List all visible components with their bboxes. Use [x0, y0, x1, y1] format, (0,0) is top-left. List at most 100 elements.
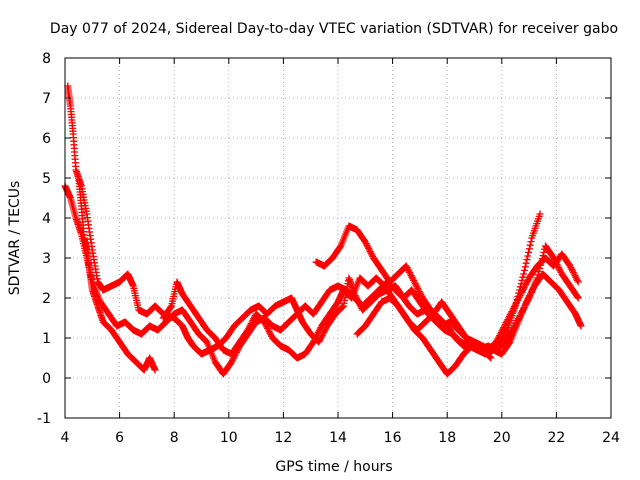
- data-point: [416, 289, 424, 297]
- data-point: [572, 273, 580, 281]
- data-point: [244, 326, 252, 334]
- data-point: [552, 259, 560, 267]
- data-point: [361, 238, 369, 246]
- data-point: [250, 315, 258, 323]
- data-point: [260, 318, 268, 326]
- data-point: [555, 265, 563, 273]
- data-point: [496, 332, 504, 340]
- x-tick-label: 12: [274, 430, 292, 446]
- data-point: [522, 280, 530, 288]
- data-point: [523, 299, 531, 307]
- data-point: [525, 248, 533, 256]
- data-point: [574, 294, 582, 302]
- series-track-4: [159, 274, 495, 362]
- data-point: [573, 276, 581, 284]
- data-point: [365, 246, 373, 254]
- data-point: [519, 285, 527, 293]
- data-point: [574, 278, 582, 286]
- x-tick-label: 4: [61, 430, 70, 446]
- data-point: [513, 318, 521, 326]
- data-point: [264, 326, 272, 334]
- data-point: [523, 297, 531, 305]
- data-point: [493, 336, 501, 344]
- series-track-2: [61, 182, 585, 378]
- data-point: [503, 317, 511, 325]
- data-point: [512, 320, 520, 328]
- data-point: [551, 257, 559, 265]
- data-point: [412, 281, 420, 289]
- data-point: [516, 292, 524, 300]
- data-point: [505, 312, 513, 320]
- data-point: [262, 321, 270, 329]
- data-point: [524, 252, 532, 260]
- data-point: [403, 264, 411, 272]
- series-track-1: [64, 82, 544, 358]
- data-point: [514, 295, 522, 303]
- data-point: [261, 320, 269, 328]
- y-tick-label: 1: [42, 331, 51, 347]
- data-point: [228, 356, 236, 364]
- data-point: [498, 327, 506, 335]
- data-point: [228, 358, 236, 366]
- data-point: [414, 284, 422, 292]
- data-point: [311, 335, 319, 343]
- data-point: [520, 270, 528, 278]
- x-tick-label: 6: [115, 430, 124, 446]
- data-point: [511, 321, 519, 329]
- data-point: [368, 251, 376, 259]
- data-point: [167, 303, 175, 311]
- data-point: [313, 332, 321, 340]
- data-point: [514, 296, 522, 304]
- data-point: [312, 333, 320, 341]
- data-point: [364, 243, 372, 251]
- data-point: [246, 323, 254, 331]
- data-point: [550, 254, 558, 262]
- data-point: [520, 266, 528, 274]
- data-point: [404, 265, 412, 273]
- data-point: [201, 336, 209, 344]
- data-point: [521, 282, 529, 290]
- y-tick-labels: -1 0 1 2 3 4 5 6 7 8: [37, 51, 51, 427]
- data-point: [520, 284, 528, 292]
- data-point: [519, 307, 527, 315]
- data-point: [405, 267, 413, 275]
- y-tick-label: 6: [42, 131, 51, 147]
- chart-title: Day 077 of 2024, Sidereal Day-to-day VTE…: [50, 21, 618, 37]
- x-tick-label: 14: [329, 430, 347, 446]
- data-point: [266, 329, 274, 337]
- data-point: [406, 270, 414, 278]
- data-point: [569, 267, 577, 275]
- data-point: [499, 325, 507, 333]
- x-axis-label: GPS time / hours: [275, 459, 392, 475]
- data-marks: [61, 82, 585, 378]
- data-point: [407, 272, 415, 280]
- data-point: [508, 308, 516, 316]
- x-tick-label: 10: [220, 430, 238, 446]
- data-point: [314, 330, 322, 338]
- data-point: [229, 355, 237, 363]
- data-point: [411, 280, 419, 288]
- data-point: [249, 316, 257, 324]
- data-point: [417, 291, 425, 299]
- data-point: [523, 256, 531, 264]
- data-point: [367, 249, 375, 257]
- series-track-6: [353, 242, 582, 378]
- data-point: [555, 264, 563, 272]
- data-point: [521, 263, 529, 271]
- data-point: [501, 320, 509, 328]
- data-point: [554, 262, 562, 270]
- data-point: [408, 273, 416, 281]
- y-tick-label: 7: [42, 91, 51, 107]
- data-point: [521, 302, 529, 310]
- y-tick-label: -1: [37, 411, 51, 427]
- data-point: [496, 330, 504, 338]
- data-point: [518, 288, 526, 296]
- data-point: [537, 261, 545, 269]
- data-point: [507, 309, 515, 317]
- data-point: [512, 300, 520, 308]
- data-point: [522, 300, 530, 308]
- data-point: [577, 322, 585, 330]
- data-point: [245, 324, 253, 332]
- data-point: [415, 288, 423, 296]
